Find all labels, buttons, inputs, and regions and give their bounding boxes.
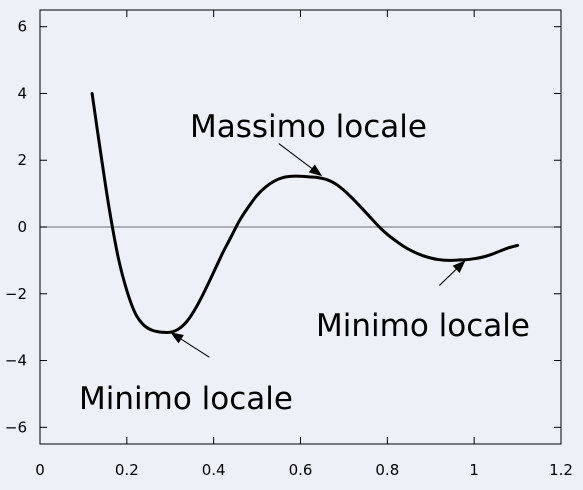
x-tick-label: 1 <box>469 461 479 479</box>
ticks: 0 0.2 0.4 0.6 0.8 1 1.2 6 4 2 0 −2 −4 −6 <box>5 10 573 479</box>
annotation-label: Massimo locale <box>190 109 427 145</box>
plot-frame <box>39 9 562 445</box>
x-tick-label: 0 <box>35 461 45 479</box>
x-tick-label: 0.4 <box>202 461 226 479</box>
annotation-arrow-head <box>452 260 466 273</box>
annotations: Massimo locale Minimo locale Minimo locale <box>79 109 530 417</box>
annotation-label: Minimo locale <box>316 308 530 344</box>
y-tick-label: −2 <box>5 285 27 303</box>
series-line <box>90 92 520 334</box>
x-tick-label: 0.6 <box>289 461 313 479</box>
y-tick-label: 0 <box>17 218 27 236</box>
x-tick-label: 0.8 <box>375 461 399 479</box>
x-tick-label: 0.2 <box>115 461 139 479</box>
annotation-arrow-head <box>308 164 323 177</box>
y-tick-label: 2 <box>17 151 27 169</box>
annotation-arrow-head <box>170 332 184 344</box>
y-tick-label: 4 <box>17 84 27 102</box>
y-tick-label: 6 <box>17 18 27 36</box>
y-tick-label: −6 <box>5 418 27 436</box>
y-tick-label: −4 <box>5 352 27 370</box>
annotation-label: Minimo locale <box>79 381 293 417</box>
annotation-arrow-line <box>439 268 457 286</box>
annotation-arrow-line <box>278 143 313 169</box>
x-tick-label: 1.2 <box>549 461 573 479</box>
annotation-arrow-line <box>180 338 210 358</box>
